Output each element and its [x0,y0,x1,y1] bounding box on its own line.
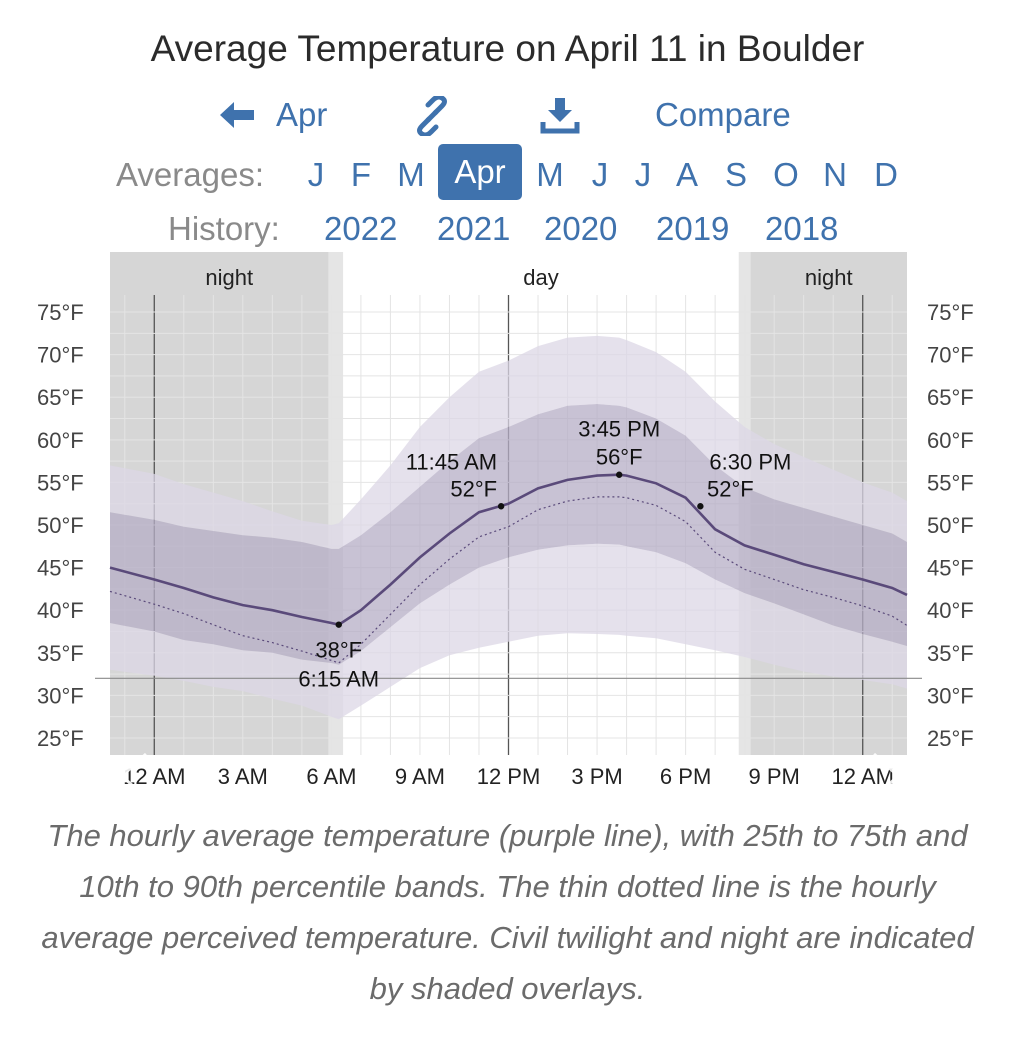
arrow-left-icon [220,102,254,128]
month-may[interactable]: M [536,156,564,193]
chevron-right-icon[interactable] [872,752,901,795]
ytick-left-45: 45°F [37,556,84,581]
annotation-dot-1 [497,503,505,510]
annotation-0-line1: 38°F [315,638,362,663]
prev-month-link[interactable]: Apr [218,96,327,134]
compare-link[interactable]: Compare [655,96,791,134]
ytick-left-70: 70°F [37,343,84,368]
chart-caption: The hourly average temperature (purple l… [41,818,974,1006]
band-p75-p90 [110,335,907,549]
ytick-left-35: 35°F [37,641,84,666]
xtick-2: 6 AM [306,764,356,789]
band-p25-p75 [110,404,907,665]
annotation-1-line2: 52°F [450,476,497,501]
month-sep[interactable]: S [724,156,747,193]
annotation-3-line1: 6:30 PM [709,449,791,474]
ytick-right-75: 75°F [927,300,974,325]
ytick-right-55: 55°F [927,470,974,495]
averages-label: Averages: [116,156,264,193]
perceived-temperature-line [109,496,908,664]
month-jan[interactable]: J [307,156,325,193]
annotation-2-line2: 56°F [596,445,643,470]
prev-month-label: Apr [276,96,328,133]
ytick-left-65: 65°F [37,385,84,410]
ytick-left-40: 40°F [37,598,84,623]
annotation-2-line1: 3:45 PM [578,417,660,442]
xtick-4: 12 PM [477,764,541,789]
ytick-right-50: 50°F [927,513,974,538]
ytick-right-40: 40°F [927,598,974,623]
ytick-left-50: 50°F [37,513,84,538]
month-oct[interactable]: O [773,156,799,193]
ytick-right-45: 45°F [927,556,974,581]
region-label-2: day [523,265,558,290]
month-apr-active[interactable]: Apr [438,144,522,200]
annotation-0-line2: 6:15 AM [298,667,379,692]
link-icon [417,96,447,136]
annotation-dot-2 [615,471,623,478]
ytick-right-70: 70°F [927,343,974,368]
month-mar[interactable]: M [397,156,425,193]
history-year-2022[interactable]: 2022 [324,210,398,247]
month-feb[interactable]: F [350,156,372,193]
history-label: History: [168,210,280,247]
ytick-left-55: 55°F [37,470,84,495]
xtick-6: 6 PM [660,764,711,789]
link-button[interactable] [412,96,452,136]
xtick-8: 12 AM [832,764,894,789]
annotation-1-line1: 11:45 AM [406,449,497,474]
xtick-3: 9 AM [395,764,445,789]
month-jun[interactable]: J [591,156,609,193]
month-nov[interactable]: N [823,156,847,193]
history-year-2018[interactable]: 2018 [765,210,839,247]
ytick-left-75: 75°F [37,300,84,325]
compare-label: Compare [655,96,791,133]
month-dec[interactable]: D [874,156,898,193]
region-label-4: night [805,265,853,290]
band-p10-p25 [110,543,907,720]
region-label-0: night [205,265,253,290]
history-year-2019[interactable]: 2019 [656,210,730,247]
chevron-left-icon[interactable] [119,752,148,795]
average-temperature-line [109,473,908,627]
history-year-2020[interactable]: 2020 [544,210,618,247]
ytick-right-35: 35°F [927,641,974,666]
temperature-chart: night day night 25°F 25°F 30°F 30°F 35°F 35°F 40… [37,252,974,795]
download-button[interactable] [540,96,580,134]
nav-row: Apr Compare [0,96,1015,140]
month-aug[interactable]: A [675,156,698,193]
ytick-right-65: 65°F [927,385,974,410]
history-year-2021[interactable]: 2021 [437,210,511,247]
averages-row: Averages: J F M Apr M J J A S O N D [0,144,1015,200]
xtick-7: 9 PM [748,764,799,789]
annotation-3-line2: 52°F [707,476,754,501]
ytick-left-30: 30°F [37,683,84,708]
ytick-left-60: 60°F [37,428,84,453]
ytick-right-25: 25°F [927,726,974,751]
xtick-1: 3 AM [218,764,268,789]
ytick-right-30: 30°F [927,683,974,708]
ytick-left-25: 25°F [37,726,84,751]
annotation-dot-0 [335,621,342,628]
page-title: Average Temperature on April 11 in Bould… [150,28,865,69]
xtick-5: 3 PM [571,764,622,789]
download-icon [540,98,580,134]
history-row: History: 2022 2021 2020 2019 2018 [0,210,1015,254]
month-jul[interactable]: J [634,156,652,193]
ytick-right-60: 60°F [927,428,974,453]
annotation-dot-3 [697,503,704,510]
